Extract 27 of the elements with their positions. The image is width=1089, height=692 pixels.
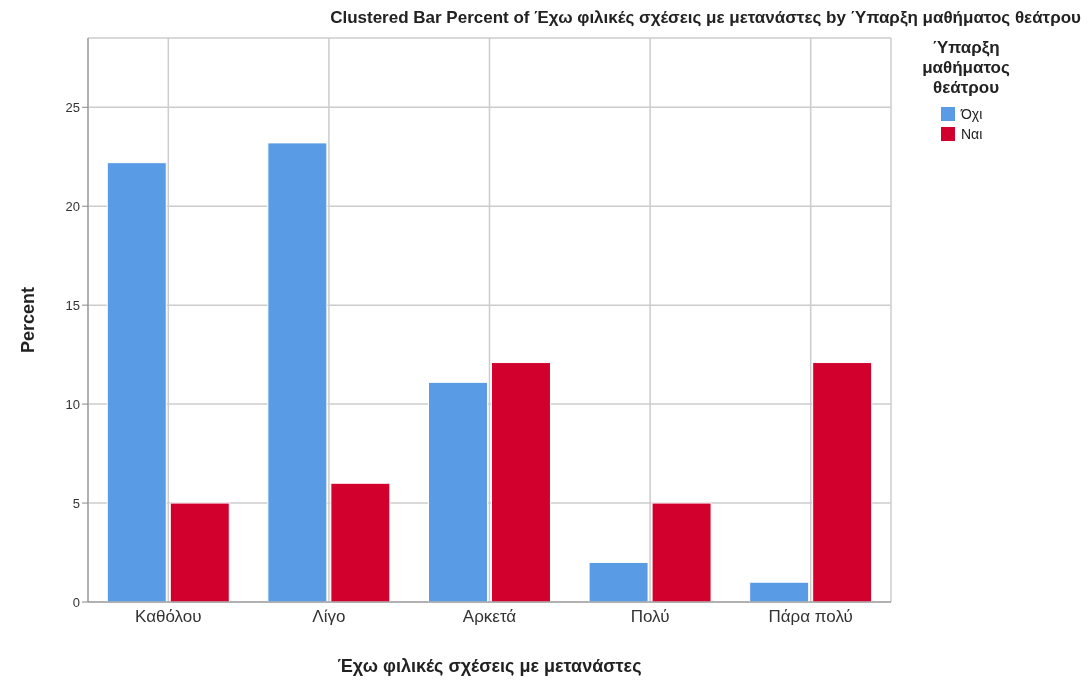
legend-label: Ναι [960,126,984,142]
x-tick-label: Αρκετά [462,607,517,627]
y-tick-label: 5 [72,495,80,511]
bar [427,381,488,602]
chart-title: Clustered Bar Percent of Έχω φιλικές σχέσεις με μετανάστες by Ύπαρξη μαθήματος θεάτρου [329,8,1081,29]
bar [749,581,810,602]
y-tick-label: 10 [65,396,80,412]
x-axis-title: Έχω φιλικές σχέσεις με μετανάστες [337,656,642,676]
bar [588,561,649,602]
bar [812,362,873,602]
x-tick-label: Λίγο [312,607,346,627]
y-tick-label: 0 [72,594,80,610]
y-axis-title: Percent [18,286,39,354]
x-tick-label: Πολύ [630,607,670,627]
bar [330,482,391,602]
bar [106,162,167,602]
bar [169,502,230,602]
y-tick-label: 25 [65,99,80,115]
bar [490,362,551,602]
legend-label: Όχι [959,106,984,122]
x-tick-label: Καθόλου [135,607,202,627]
bar [267,142,328,602]
legend-title: Ύπαρξη μαθήματος θεάτρου [921,38,1011,98]
y-tick-label: 15 [65,297,80,313]
x-tick-label: Πάρα πολύ [768,607,853,627]
bar [651,502,712,602]
y-tick-label: 20 [65,198,80,214]
